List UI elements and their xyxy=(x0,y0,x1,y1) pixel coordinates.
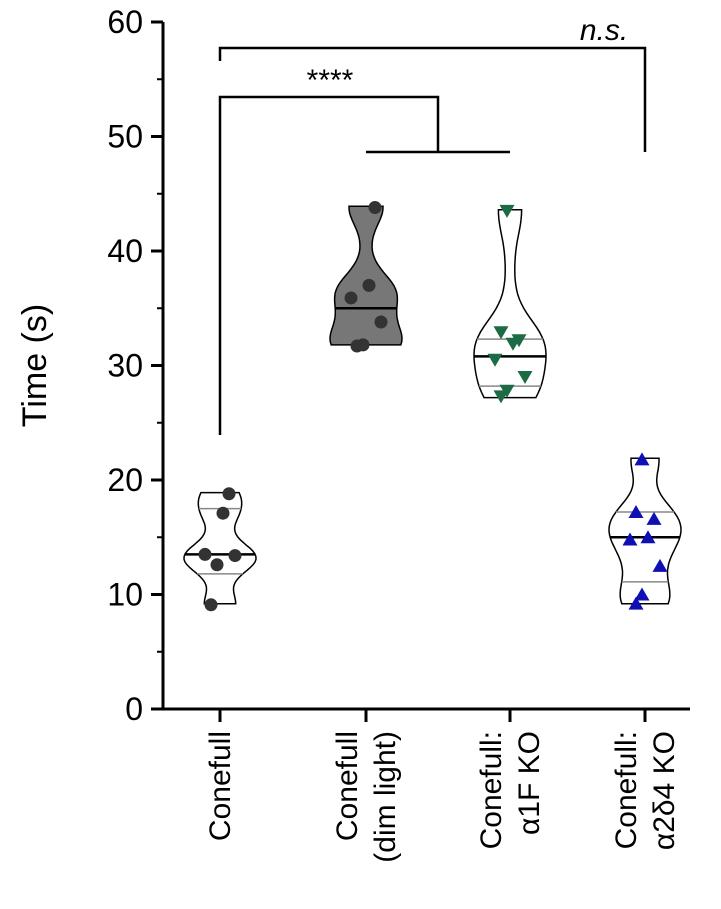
data-point xyxy=(634,452,650,466)
x-category-label: α2δ4 KO xyxy=(648,731,681,850)
x-category-label: Conefull: xyxy=(475,731,508,849)
violin-body xyxy=(183,491,257,605)
violins-layer xyxy=(183,205,682,605)
axes-layer xyxy=(151,20,690,722)
y-tick-label: 30 xyxy=(107,348,143,384)
data-point xyxy=(222,487,236,501)
data-point xyxy=(362,278,376,292)
y-tick-label: 10 xyxy=(107,577,143,613)
data-point xyxy=(499,384,515,398)
y-tick-label: 0 xyxy=(125,691,143,727)
data-point xyxy=(228,549,242,563)
bracket-star xyxy=(218,95,440,435)
x-category-label: Conefull xyxy=(204,731,237,841)
data-point xyxy=(634,587,650,601)
y-tick-label: 60 xyxy=(107,4,143,40)
x-category-label: Conefull xyxy=(331,731,364,841)
y-tick-label: 20 xyxy=(107,462,143,498)
data-point xyxy=(499,204,515,218)
x-category-label: (dim light) xyxy=(369,731,402,863)
data-point xyxy=(210,558,224,572)
data-point xyxy=(517,370,533,384)
data-point xyxy=(368,200,382,214)
data-point xyxy=(511,334,527,348)
significance-ns: n.s. xyxy=(580,14,628,47)
bracket-ns xyxy=(218,46,647,152)
violin-body xyxy=(329,205,403,346)
data-point xyxy=(622,532,638,546)
data-point xyxy=(628,505,644,519)
significance-stars: **** xyxy=(307,64,354,97)
y-tick-label: 50 xyxy=(107,119,143,155)
significance-brackets xyxy=(218,46,647,435)
data-point xyxy=(198,547,212,561)
y-axis-title: Time (s) xyxy=(16,304,54,427)
data-point xyxy=(652,558,668,572)
data-point xyxy=(374,315,388,329)
data-point xyxy=(640,530,656,544)
data-point xyxy=(344,291,358,305)
x-category-label: α1F KO xyxy=(513,731,546,835)
data-point xyxy=(493,326,509,340)
data-point xyxy=(628,596,644,610)
x-category-label: Conefull: xyxy=(610,731,643,849)
data-point xyxy=(487,353,503,367)
violin-body xyxy=(473,209,547,399)
data-point xyxy=(216,506,230,520)
y-tick-label: 40 xyxy=(107,233,143,269)
data-point xyxy=(356,338,370,352)
data-point xyxy=(646,511,662,525)
points-layer xyxy=(198,200,668,612)
data-point xyxy=(204,598,218,612)
